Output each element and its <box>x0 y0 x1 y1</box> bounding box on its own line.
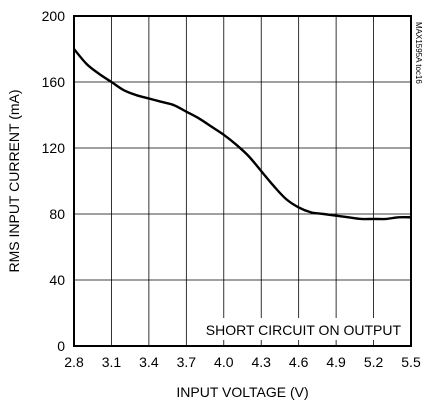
grid-lines <box>73 15 412 347</box>
reference-id-label: MAX1595A toc16 <box>414 22 422 84</box>
x-tick-label: 5.2 <box>364 354 384 370</box>
annotation-background <box>202 318 405 340</box>
x-tick-label: 4.6 <box>289 354 309 370</box>
x-axis-tick-labels: 2.8 3.1 3.4 3.7 4.0 4.3 4.6 4.9 5.2 5.5 <box>64 354 421 370</box>
x-tick-label: 2.8 <box>64 354 84 370</box>
x-tick-label: 5.5 <box>401 354 421 370</box>
x-tick-label: 3.7 <box>177 354 197 370</box>
x-axis-title: INPUT VOLTAGE (V) <box>176 384 308 400</box>
y-tick-label: 80 <box>49 206 65 222</box>
plot-border <box>73 15 412 347</box>
x-tick-label: 4.9 <box>326 354 346 370</box>
x-tick-label: 4.3 <box>251 354 271 370</box>
y-tick-label: 200 <box>42 8 66 24</box>
y-tick-label: 40 <box>49 272 65 288</box>
x-tick-label: 3.1 <box>102 354 122 370</box>
series-line <box>73 48 412 221</box>
annotation-label: SHORT CIRCUIT ON OUTPUT <box>206 322 402 338</box>
y-axis-tick-labels: 0 40 80 120 160 200 <box>42 8 66 354</box>
y-axis-title: RMS INPUT CURRENT (mA) <box>6 89 22 272</box>
x-tick-label: 3.4 <box>139 354 159 370</box>
y-tick-label: 120 <box>42 140 66 156</box>
x-tick-label: 4.0 <box>214 354 234 370</box>
y-tick-label: 0 <box>57 338 65 354</box>
y-tick-label: 160 <box>42 74 66 90</box>
